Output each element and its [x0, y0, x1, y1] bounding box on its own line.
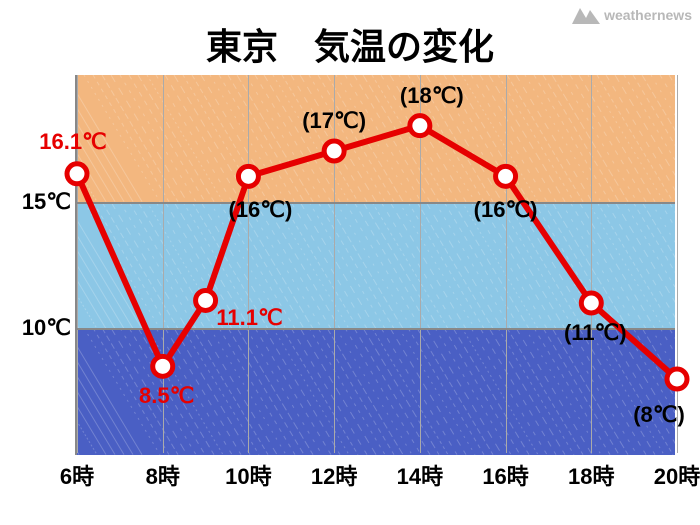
forecast-temp-label: (8℃)	[633, 402, 685, 428]
x-axis-label: 6時	[60, 453, 94, 491]
data-point	[324, 141, 344, 161]
x-axis-label: 10時	[225, 453, 271, 491]
forecast-temp-label: (16℃)	[229, 197, 293, 223]
forecast-temp-label: (18℃)	[400, 83, 464, 109]
temperature-chart: 10℃15℃6時8時10時12時14時16時18時20時16.1℃8.5℃11.…	[75, 75, 675, 455]
y-axis-label: 15℃	[22, 189, 77, 215]
forecast-temp-label: (17℃)	[302, 108, 366, 134]
measured-temp-label: 8.5℃	[139, 383, 194, 409]
forecast-temp-label: (16℃)	[474, 197, 538, 223]
data-point	[667, 369, 687, 389]
data-point	[67, 164, 87, 184]
x-axis-label: 18時	[568, 453, 614, 491]
x-axis-label: 14時	[397, 453, 443, 491]
data-point	[581, 293, 601, 313]
data-point	[410, 116, 430, 136]
data-point	[196, 290, 216, 310]
logo-text: weathernews	[604, 7, 692, 23]
measured-temp-label: 16.1℃	[39, 129, 107, 155]
x-axis-label: 16時	[482, 453, 528, 491]
y-axis-label: 10℃	[22, 315, 77, 341]
x-axis-label: 8時	[146, 453, 180, 491]
data-point	[496, 166, 516, 186]
forecast-temp-label: (11℃)	[564, 320, 627, 346]
x-axis-label: 12時	[311, 453, 357, 491]
data-point	[238, 166, 258, 186]
weathernews-logo: weathernews	[572, 6, 692, 24]
measured-temp-label: 11.1℃	[216, 305, 282, 331]
data-point	[153, 356, 173, 376]
x-axis-label: 20時	[654, 453, 700, 491]
chart-title: 東京 気温の変化	[0, 18, 700, 70]
grid-line-v	[677, 75, 678, 453]
logo-icon	[572, 6, 600, 24]
